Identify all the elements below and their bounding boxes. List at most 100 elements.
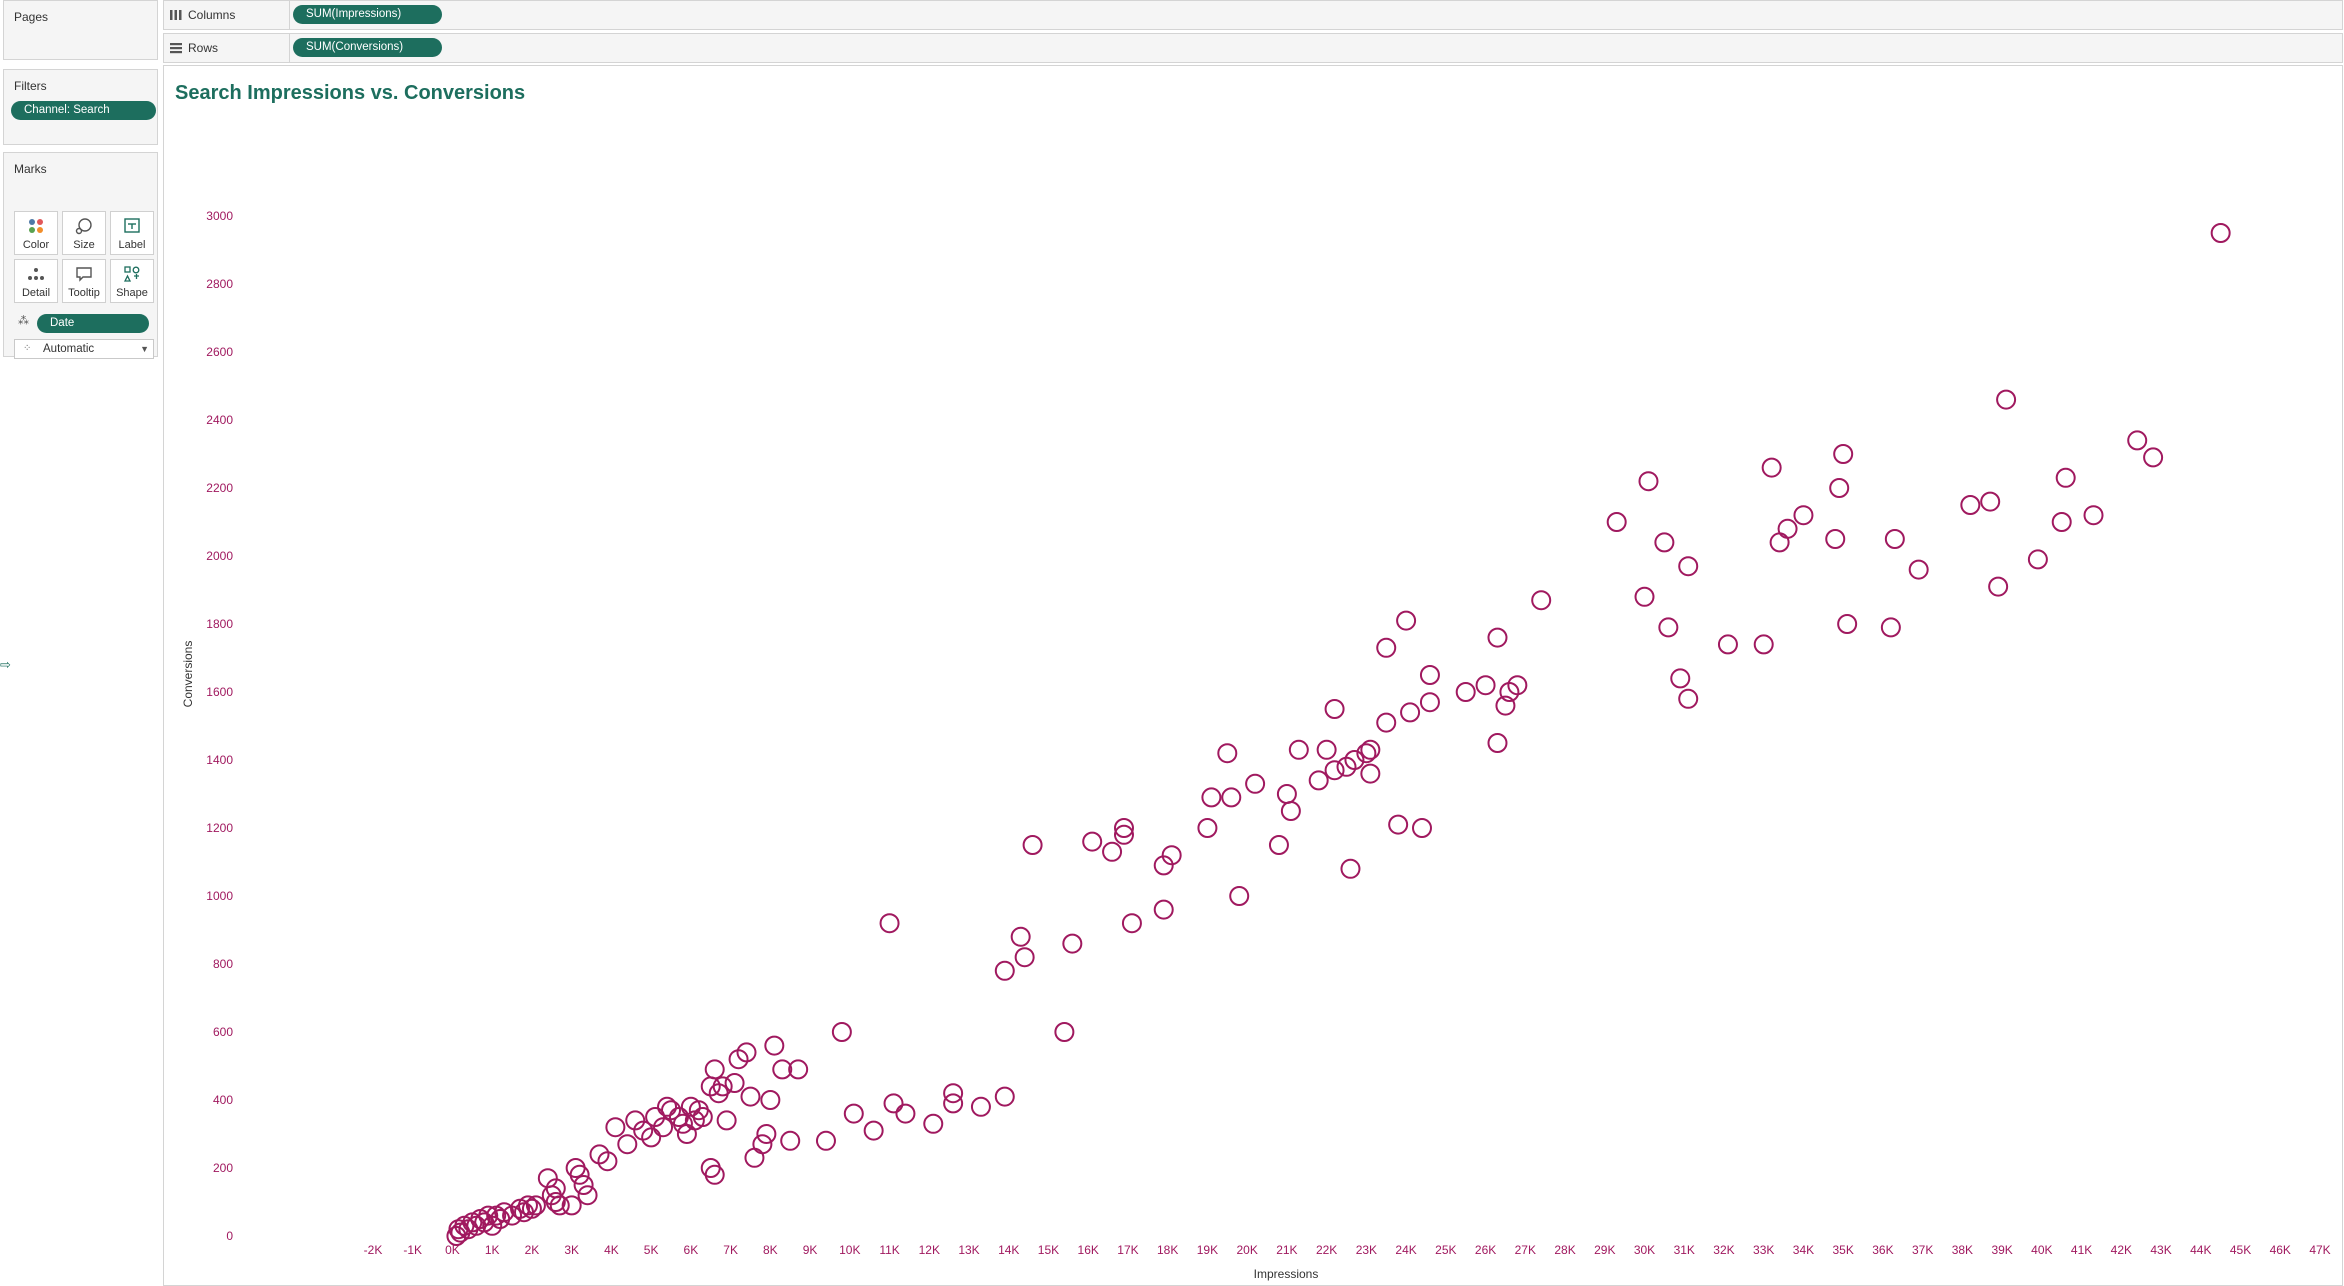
data-point[interactable] bbox=[561, 1195, 582, 1216]
data-point[interactable] bbox=[1197, 818, 1218, 838]
data-point[interactable] bbox=[1217, 743, 1238, 764]
columns-pill-impressions[interactable]: SUM(Impressions) bbox=[293, 5, 442, 24]
data-point[interactable] bbox=[1201, 787, 1222, 808]
data-point[interactable] bbox=[1062, 933, 1083, 954]
data-point[interactable] bbox=[1388, 814, 1409, 835]
expand-arrow-icon[interactable]: ⇨ bbox=[0, 657, 11, 672]
data-point[interactable] bbox=[676, 1124, 697, 1144]
scatter-chart[interactable]: 0 200 400 600 800 1000 1200 1400 1600 1800 2000 220… bbox=[164, 66, 2342, 1285]
data-point[interactable] bbox=[1324, 699, 1345, 719]
data-point[interactable] bbox=[1960, 495, 1981, 515]
data-point[interactable] bbox=[943, 1093, 964, 1114]
data-point[interactable] bbox=[478, 1205, 499, 1226]
data-point[interactable] bbox=[708, 1083, 729, 1104]
data-point[interactable] bbox=[1221, 787, 1242, 808]
data-point[interactable] bbox=[672, 1113, 693, 1134]
data-point[interactable] bbox=[1837, 614, 1858, 634]
data-point[interactable] bbox=[760, 1090, 781, 1110]
data-point[interactable] bbox=[577, 1185, 598, 1206]
data-point[interactable] bbox=[744, 1147, 765, 1168]
detail-button[interactable]: Detail bbox=[14, 259, 58, 303]
data-point[interactable] bbox=[772, 1059, 793, 1080]
data-point[interactable] bbox=[740, 1086, 761, 1107]
data-point[interactable] bbox=[1054, 1022, 1075, 1042]
data-point[interactable] bbox=[1308, 770, 1329, 791]
data-point[interactable] bbox=[2051, 512, 2072, 532]
data-point[interactable] bbox=[780, 1130, 801, 1151]
data-point[interactable] bbox=[1276, 784, 1297, 804]
size-button[interactable]: Size bbox=[62, 211, 106, 255]
data-point[interactable] bbox=[1996, 389, 2017, 410]
data-point[interactable] bbox=[1829, 478, 1850, 498]
data-point[interactable] bbox=[752, 1134, 773, 1155]
data-point[interactable] bbox=[879, 913, 900, 934]
data-point[interactable] bbox=[700, 1158, 721, 1178]
data-point[interactable] bbox=[1161, 845, 1182, 866]
data-point[interactable] bbox=[863, 1120, 884, 1141]
data-point[interactable] bbox=[641, 1127, 662, 1148]
data-point[interactable] bbox=[617, 1134, 638, 1155]
data-point[interactable] bbox=[2143, 447, 2164, 468]
data-point[interactable] bbox=[589, 1144, 610, 1165]
data-point[interactable] bbox=[994, 1086, 1015, 1107]
data-point[interactable] bbox=[1793, 505, 1814, 526]
data-point[interactable] bbox=[545, 1192, 566, 1212]
data-point[interactable] bbox=[490, 1209, 511, 1229]
data-point[interactable] bbox=[545, 1178, 566, 1199]
data-point[interactable] bbox=[1678, 688, 1699, 709]
data-point[interactable] bbox=[1475, 675, 1496, 696]
data-point[interactable] bbox=[1360, 763, 1381, 784]
data-point[interactable] bbox=[1121, 913, 1142, 934]
data-point[interactable] bbox=[1908, 559, 1929, 580]
data-point[interactable] bbox=[923, 1113, 944, 1134]
data-point[interactable] bbox=[764, 1035, 785, 1056]
data-point[interactable] bbox=[2210, 223, 2231, 243]
shape-button[interactable]: Shape bbox=[110, 259, 154, 303]
data-point[interactable] bbox=[2055, 467, 2076, 488]
data-point[interactable] bbox=[1769, 532, 1790, 553]
data-point[interactable] bbox=[1324, 760, 1345, 781]
color-button[interactable]: Color bbox=[14, 211, 58, 255]
data-point[interactable] bbox=[1411, 818, 1432, 838]
data-point[interactable] bbox=[1884, 529, 1905, 549]
data-point[interactable] bbox=[521, 1198, 542, 1219]
data-point[interactable] bbox=[1419, 692, 1440, 713]
data-point[interactable] bbox=[1777, 518, 1798, 539]
data-point[interactable] bbox=[895, 1103, 916, 1124]
data-point[interactable] bbox=[605, 1117, 626, 1138]
data-point[interactable] bbox=[1268, 835, 1289, 855]
data-point[interactable] bbox=[1880, 617, 1901, 638]
data-point[interactable] bbox=[2127, 430, 2148, 451]
data-point[interactable] bbox=[1825, 529, 1846, 549]
tooltip-button[interactable]: Tooltip bbox=[62, 259, 106, 303]
data-point[interactable] bbox=[1113, 824, 1134, 845]
data-point[interactable] bbox=[573, 1175, 594, 1195]
data-point[interactable] bbox=[1670, 668, 1691, 689]
data-point[interactable] bbox=[1761, 457, 1782, 478]
data-point[interactable] bbox=[692, 1107, 713, 1127]
data-point[interactable] bbox=[525, 1195, 546, 1216]
data-point[interactable] bbox=[724, 1073, 745, 1093]
data-point[interactable] bbox=[597, 1151, 618, 1172]
data-point[interactable] bbox=[736, 1042, 757, 1063]
data-point[interactable] bbox=[1010, 926, 1031, 947]
data-point[interactable] bbox=[1153, 899, 1174, 920]
data-point[interactable] bbox=[716, 1110, 737, 1131]
data-point[interactable] bbox=[517, 1195, 538, 1216]
data-point[interactable] bbox=[815, 1130, 836, 1151]
data-point[interactable] bbox=[1280, 801, 1301, 821]
data-point[interactable] bbox=[1980, 491, 2001, 512]
data-point[interactable] bbox=[788, 1059, 809, 1080]
data-point[interactable] bbox=[1495, 695, 1516, 716]
data-point[interactable] bbox=[1654, 532, 1675, 553]
data-point[interactable] bbox=[994, 960, 1015, 981]
data-point[interactable] bbox=[1336, 756, 1357, 777]
data-point[interactable] bbox=[2027, 549, 2048, 570]
data-point[interactable] bbox=[1419, 665, 1440, 685]
data-point[interactable] bbox=[1487, 627, 1508, 648]
data-point[interactable] bbox=[657, 1096, 678, 1117]
data-point[interactable] bbox=[2083, 505, 2104, 526]
detail-pill-date[interactable]: Date bbox=[37, 314, 149, 333]
data-point[interactable] bbox=[1340, 858, 1361, 879]
data-point[interactable] bbox=[1245, 773, 1266, 794]
